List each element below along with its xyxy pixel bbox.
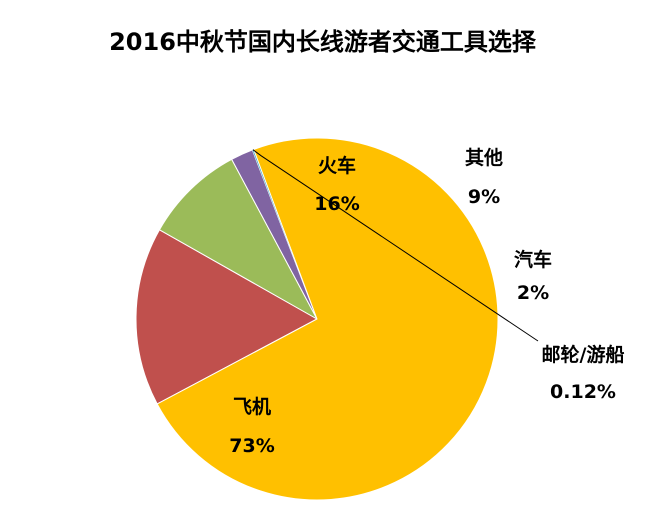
slice-name-label: 邮轮/游船 <box>542 343 625 366</box>
pie-slice-1 <box>158 158 319 321</box>
chart-title: 2016中秋节国内长线游者交通工具选择 <box>109 28 536 56</box>
slice-value-label: 0.12% <box>550 381 616 403</box>
pie-slice-0 <box>135 229 319 405</box>
slice-name-label: 其他 <box>465 146 503 169</box>
slice-name-label: 飞机 <box>233 396 271 418</box>
slice-value-label: 2% <box>517 282 549 304</box>
slice-value-label: 16% <box>314 193 359 215</box>
slice-value-label: 9% <box>468 186 500 208</box>
pie-slice-4 <box>156 137 499 501</box>
pie-slice-2 <box>231 149 318 320</box>
slice-name-label: 汽车 <box>514 248 552 271</box>
leader-line <box>252 149 539 342</box>
slice-name-label: 火车 <box>318 154 356 177</box>
slice-value-label: 73% <box>229 435 274 457</box>
